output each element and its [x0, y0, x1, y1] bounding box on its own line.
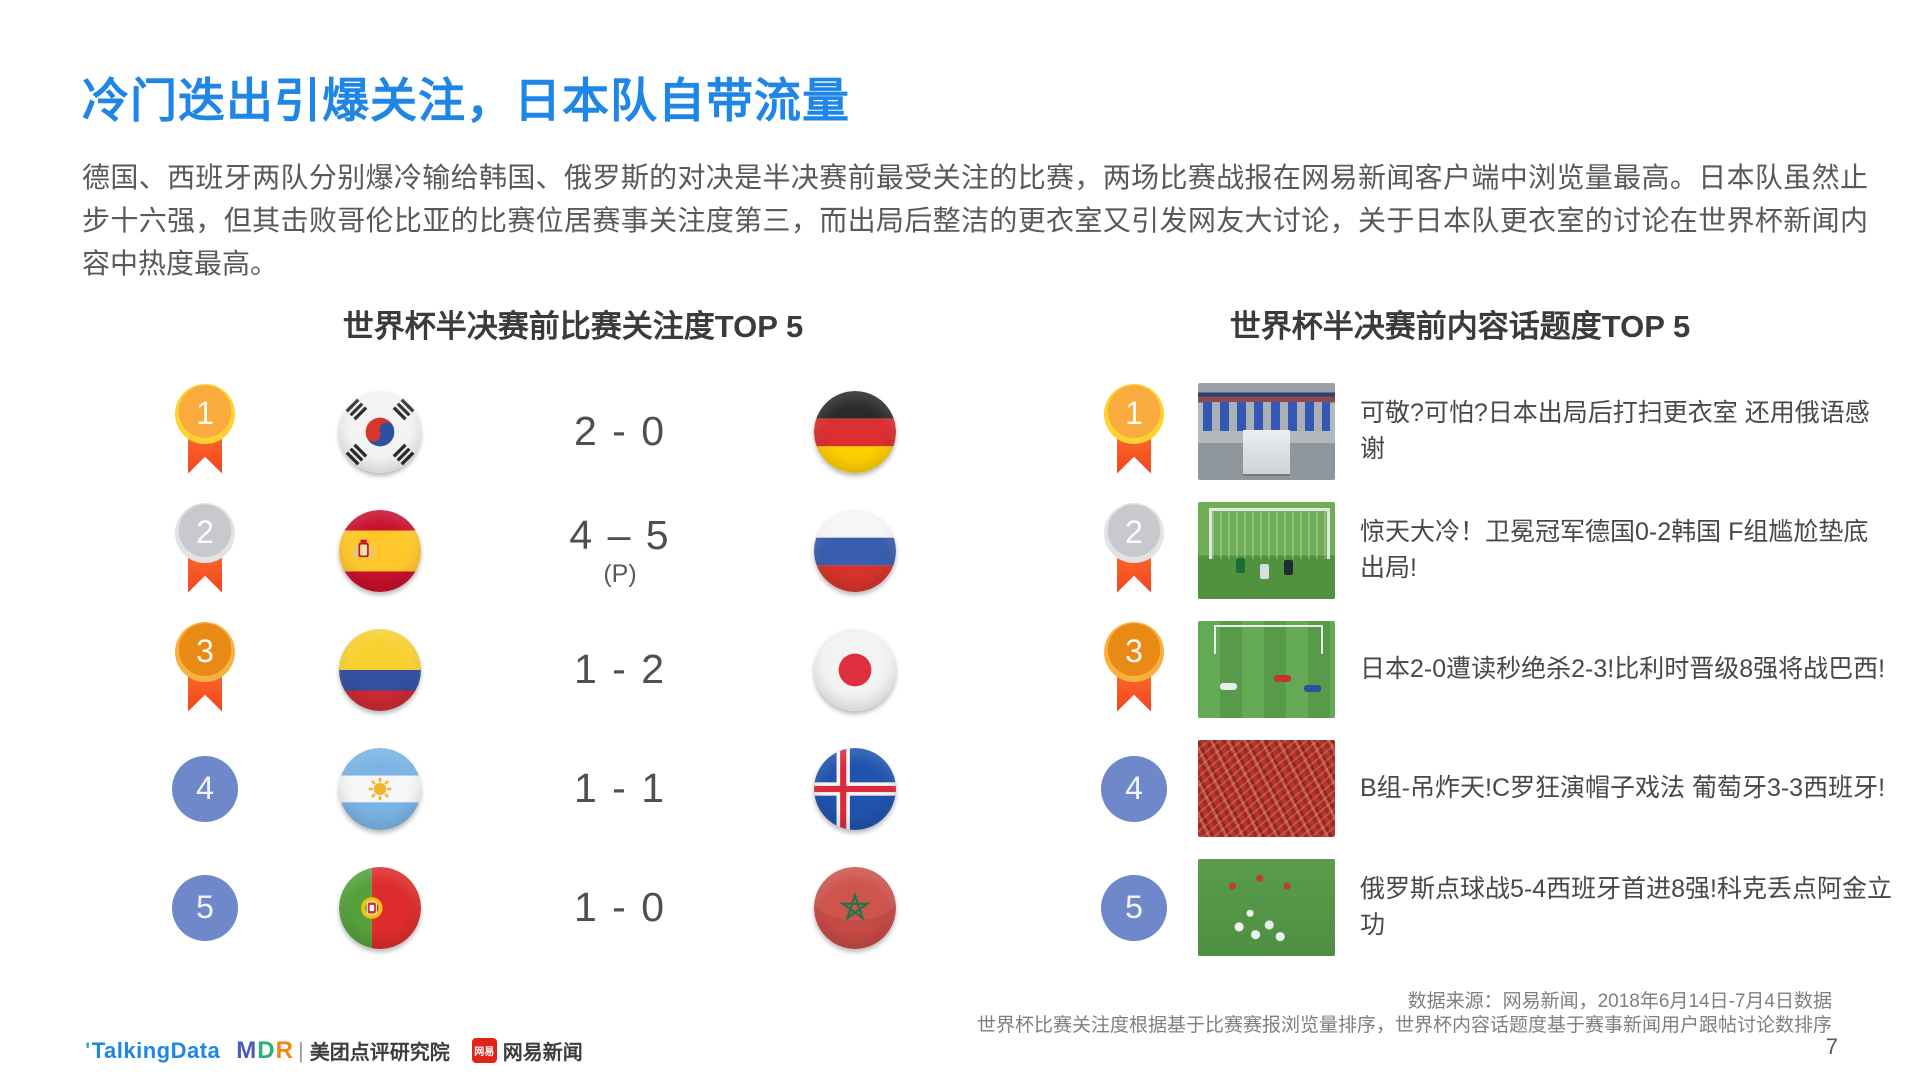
- russia-celebration-photo: [1198, 859, 1335, 956]
- data-source-line: 数据来源：网易新闻，2018年6月14日-7月4日数据: [1407, 991, 1832, 1012]
- mdr-letter-m: M: [236, 1036, 258, 1064]
- portugal-flag: [339, 866, 421, 949]
- rank-number: 5: [1125, 889, 1143, 925]
- rank-number: 2: [196, 514, 214, 550]
- argentina-flag: [339, 747, 421, 830]
- topic-row-1: 1 可敬?可怕?日本出局后打扫更衣室 还用俄语感谢: [1090, 372, 1900, 491]
- talkingdata-logo: 'TalkingData: [85, 1038, 220, 1064]
- meituan-dianping-institute-label: 美团点评研究院: [309, 1042, 450, 1064]
- blue-circle-rank-icon: 4: [172, 755, 238, 822]
- japan-belgium-pitch-photo: [1198, 621, 1335, 718]
- rank-number: 3: [1125, 633, 1143, 669]
- news-headline: 惊天大冷！卫冕冠军德国0-2韩国 F组尴尬垫底出局!: [1360, 518, 1869, 582]
- silver-medal-ribbon-icon: 2: [175, 502, 235, 599]
- gold-medal-ribbon-icon: 1: [175, 383, 235, 480]
- news-headline: 俄罗斯点球战5-4西班牙首进8强!科克丢点阿金立功: [1360, 875, 1892, 939]
- portugal-spain-crowd-photo: [1198, 740, 1335, 837]
- mdr-logo: MDR: [236, 1037, 294, 1065]
- match-score: 1 - 2: [573, 645, 667, 692]
- blue-circle-rank-icon: 4: [1101, 755, 1167, 822]
- mdr-letter-r: R: [275, 1036, 294, 1064]
- rank-number: 5: [196, 889, 214, 925]
- content-topic-list: 1 可敬?可怕?日本出局后打扫更衣室 还用俄语感谢 2 惊天大冷！卫冕冠军德国0…: [1090, 372, 1900, 967]
- colombia-flag: [339, 628, 421, 711]
- gold-medal-ribbon-icon: 1: [1104, 383, 1164, 480]
- bronze-medal-ribbon-icon: 3: [1104, 621, 1164, 718]
- topic-row-3: 3 日本2-0遭读秒绝杀2-3!比利时晋级8强将战巴西!: [1090, 610, 1900, 729]
- blue-circle-rank-icon: 5: [172, 874, 238, 941]
- match-row-5: 5 1 - 0: [135, 848, 965, 967]
- netease-logo-icon: 网易: [471, 1038, 497, 1063]
- netease-badge-text: 网易: [474, 1047, 495, 1058]
- match-row-2: 2: [135, 491, 965, 610]
- rank-number: 1: [196, 395, 214, 431]
- bronze-medal-ribbon-icon: 3: [175, 621, 235, 718]
- locker-room-photo: [1198, 383, 1335, 480]
- russia-flag: [814, 509, 896, 592]
- logo-separator: |: [297, 1037, 304, 1063]
- germany-flag: [814, 390, 896, 473]
- talkingdata-wordmark: TalkingData: [91, 1037, 221, 1063]
- match-row-3: 3 1 - 2: [135, 610, 965, 729]
- rank-number: 4: [196, 770, 214, 806]
- match-score: 1 - 1: [573, 764, 667, 811]
- match-score: 1 - 0: [573, 883, 667, 930]
- topic-row-2: 2 惊天大冷！卫冕冠军德国0-2韩国 F组尴尬垫底出局!: [1090, 491, 1900, 610]
- germany-korea-goal-photo: [1198, 502, 1335, 599]
- match-row-1: 1: [135, 372, 965, 491]
- page-number: 7: [1825, 1034, 1838, 1059]
- spain-flag: [339, 509, 421, 592]
- talkingdata-tick-icon: ': [85, 1037, 91, 1063]
- left-section-title: 世界杯半决赛前比赛关注度TOP 5: [342, 309, 804, 344]
- match-attention-list: 1: [135, 372, 965, 967]
- score-note-penalties: (P): [603, 560, 637, 588]
- match-score: 4 – 5: [569, 512, 671, 558]
- iceland-flag: [814, 747, 896, 830]
- silver-medal-ribbon-icon: 2: [1104, 502, 1164, 599]
- netease-news-label: 网易新闻: [502, 1042, 583, 1064]
- methodology-line: 世界杯比赛关注度根据基于比赛赛报浏览量排序，世界杯内容话题度基于赛事新闻用户跟帖…: [976, 1015, 1832, 1036]
- intro-paragraph: 德国、西班牙两队分别爆冷输给韩国、俄罗斯的对决是半决赛前最受关注的比赛，两场比赛…: [82, 162, 1868, 280]
- match-score: 2 - 0: [573, 407, 667, 454]
- japan-flag: [814, 628, 896, 711]
- blue-circle-rank-icon: 5: [1101, 874, 1167, 941]
- match-row-4: 4: [135, 729, 965, 848]
- mdr-letter-d: D: [257, 1036, 276, 1064]
- rank-number: 4: [1125, 770, 1143, 806]
- topic-row-4: 4 B组-吊炸天!C罗狂演帽子戏法 葡萄牙3-3西班牙!: [1090, 729, 1900, 848]
- news-headline: 日本2-0遭读秒绝杀2-3!比利时晋级8强将战巴西!: [1360, 654, 1886, 683]
- south-korea-flag: [339, 390, 421, 473]
- page-title: 冷门迭出引爆关注，日本队自带流量: [82, 74, 850, 127]
- topic-row-5: 5 俄罗斯点球战5-4西班牙首进8强!科克丢点阿金立功: [1090, 848, 1900, 967]
- morocco-flag: [814, 866, 896, 949]
- rank-number: 1: [1125, 395, 1143, 431]
- news-headline: 可敬?可怕?日本出局后打扫更衣室 还用俄语感谢: [1360, 399, 1870, 463]
- right-section-title: 世界杯半决赛前内容话题度TOP 5: [1229, 309, 1691, 344]
- rank-number: 3: [196, 633, 214, 669]
- news-headline: B组-吊炸天!C罗狂演帽子戏法 葡萄牙3-3西班牙!: [1360, 773, 1886, 802]
- rank-number: 2: [1125, 514, 1143, 550]
- footer-logos: 'TalkingData MDR | 美团点评研究院 网易 网易新闻: [85, 1036, 583, 1065]
